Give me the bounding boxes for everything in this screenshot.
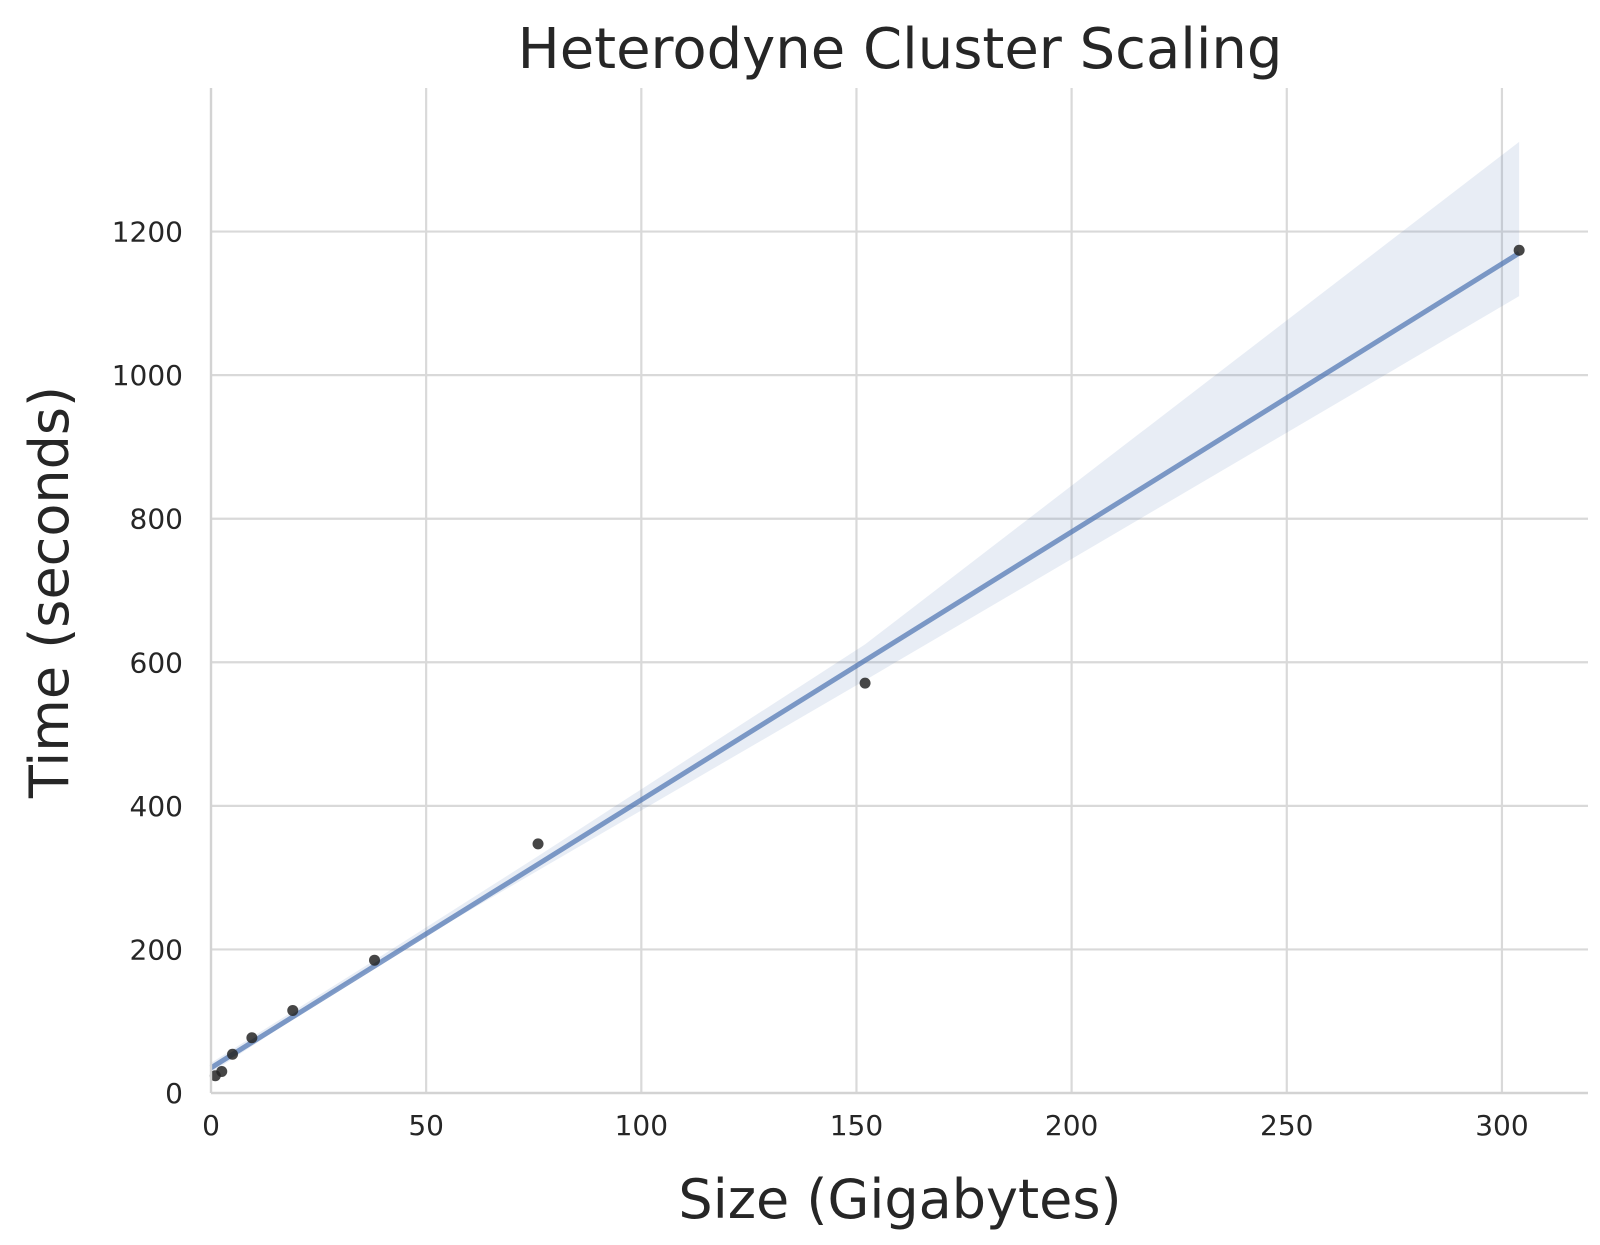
x-tick-label: 300 — [1475, 1109, 1528, 1142]
confidence-band — [211, 141, 1520, 1073]
y-axis-label: Time (seconds) — [18, 386, 81, 799]
x-tick-label: 250 — [1260, 1109, 1313, 1142]
y-tick-label: 1200 — [112, 216, 183, 249]
data-point — [246, 1032, 258, 1044]
y-tick-labels: 0 200 400 600 800 1000 1200 — [112, 216, 183, 1110]
y-tick-label: 400 — [130, 790, 183, 823]
axis-spines — [209, 88, 1588, 1095]
chart-title: Heterodyne Cluster Scaling — [518, 17, 1283, 82]
data-point — [369, 954, 381, 966]
data-point — [532, 838, 544, 850]
data-point — [287, 1004, 299, 1016]
y-tick-label: 600 — [130, 646, 183, 679]
data-point — [216, 1065, 228, 1077]
x-tick-label: 100 — [615, 1109, 668, 1142]
regression-line-layer — [209, 250, 1521, 1070]
confidence-band-layer — [211, 141, 1520, 1073]
y-tick-label: 0 — [165, 1077, 183, 1110]
data-points — [209, 244, 1525, 1082]
x-tick-label: 200 — [1045, 1109, 1098, 1142]
x-axis-label: Size (Gigabytes) — [678, 1168, 1121, 1231]
x-tick-label: 50 — [408, 1109, 444, 1142]
gridlines — [211, 88, 1588, 1093]
y-tick-label: 1000 — [112, 359, 183, 392]
x-tick-label: 150 — [830, 1109, 883, 1142]
y-tick-label: 800 — [130, 503, 183, 536]
data-point — [227, 1048, 239, 1060]
data-point — [1513, 244, 1525, 256]
regression-line — [209, 250, 1521, 1070]
x-tick-labels: 0 50 100 150 200 250 300 — [202, 1109, 1529, 1142]
x-tick-label: 0 — [202, 1109, 220, 1142]
data-point — [859, 677, 871, 689]
y-tick-label: 200 — [130, 933, 183, 966]
